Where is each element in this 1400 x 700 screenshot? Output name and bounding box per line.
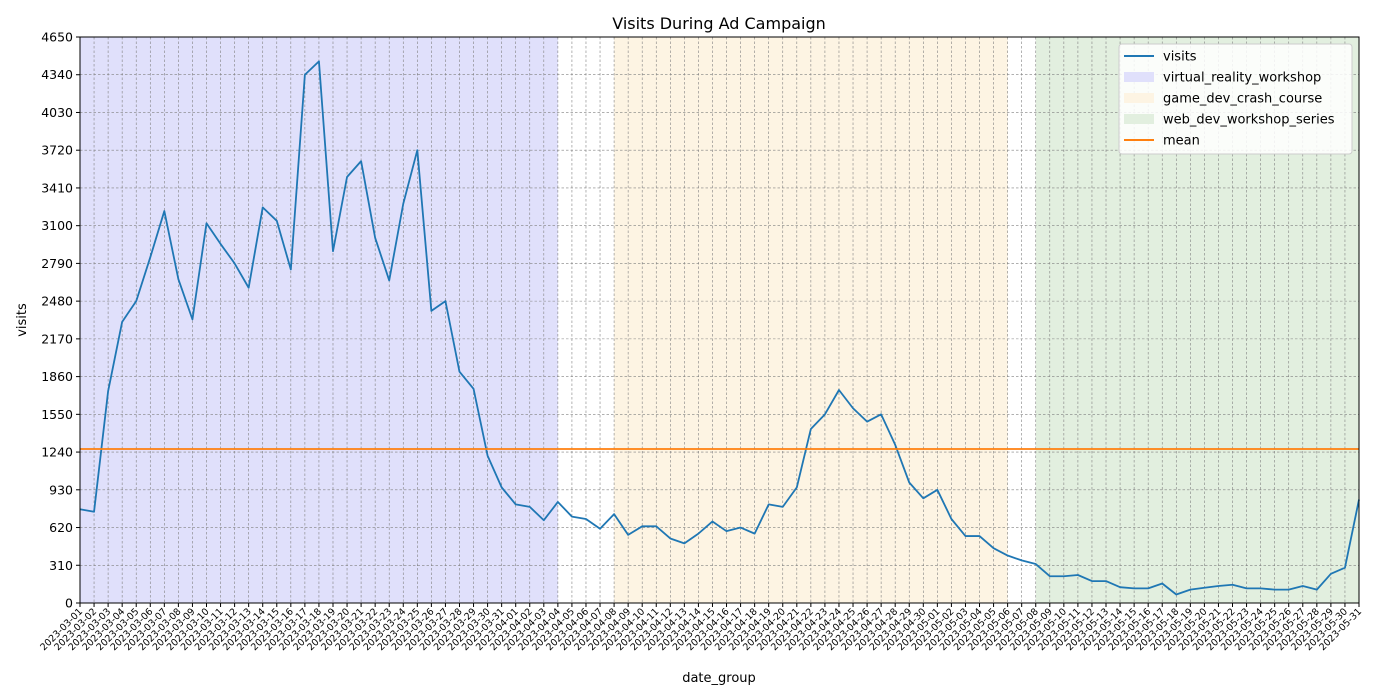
y-tick-label: 2790 [41, 256, 73, 271]
legend-label: visits [1163, 50, 1197, 65]
y-tick-label: 930 [49, 482, 73, 497]
x-axis-ticks: 2023-03-012023-03-022023-03-032023-03-04… [38, 603, 1364, 653]
series-line-visits [79, 60, 1360, 596]
legend: visits virtual_reality_workshop game_dev_c… [1118, 43, 1353, 155]
campaign-band-1 [614, 37, 1008, 603]
y-tick-label: 4340 [41, 67, 73, 82]
legend-label: game_dev_crash_course [1163, 92, 1322, 107]
y-tick-label: 3720 [41, 143, 73, 158]
legend-label: mean [1163, 134, 1200, 149]
series-lines [79, 60, 1360, 596]
legend-label: web_dev_workshop_series [1163, 113, 1335, 128]
campaign-bands [80, 37, 1359, 603]
y-tick-label: 620 [49, 520, 73, 535]
y-tick-label: 3410 [41, 180, 73, 195]
y-tick-label: 2480 [41, 294, 73, 309]
plot-frame [79, 36, 1360, 604]
y-tick-label: 3100 [41, 218, 73, 233]
legend-label: virtual_reality_workshop [1163, 71, 1321, 86]
y-axis-ticks: 0 310 620 930 1240 1550 1860 2170 2480 2790 3100 34… [41, 30, 80, 611]
y-tick-label: 2170 [41, 331, 73, 346]
y-tick-label: 4030 [41, 105, 73, 120]
y-tick-label: 1240 [41, 445, 73, 460]
campaign-band-0 [80, 37, 558, 603]
legend-swatch-virtual_reality_workshop [1124, 72, 1154, 82]
y-axis-title: visits [15, 303, 30, 337]
legend-swatch-web_dev_workshop_series [1124, 114, 1154, 124]
grid-lines [79, 36, 1360, 604]
y-tick-label: 1860 [41, 369, 73, 384]
legend-box [1118, 43, 1353, 155]
y-tick-label: 0 [65, 596, 73, 611]
y-tick-label: 1550 [41, 407, 73, 422]
y-tick-label: 310 [49, 558, 73, 573]
chart-title: Visits During Ad Campaign [612, 14, 826, 33]
x-axis-title: date_group [682, 671, 756, 686]
legend-swatch-game_dev_crash_course [1124, 93, 1154, 103]
y-tick-label: 4650 [41, 30, 73, 45]
